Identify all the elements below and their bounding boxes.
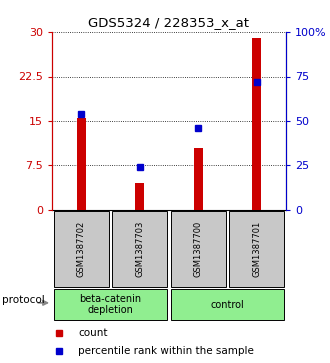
Bar <box>112 211 167 287</box>
Bar <box>194 148 203 210</box>
Text: GSM1387702: GSM1387702 <box>77 221 86 277</box>
Bar <box>135 183 144 210</box>
Bar <box>171 211 226 287</box>
Bar <box>229 211 284 287</box>
Text: beta-catenin
depletion: beta-catenin depletion <box>80 294 142 315</box>
Bar <box>252 38 261 210</box>
Title: GDS5324 / 228353_x_at: GDS5324 / 228353_x_at <box>88 16 249 29</box>
Bar <box>77 118 86 210</box>
Text: GSM1387703: GSM1387703 <box>135 221 144 277</box>
Text: count: count <box>79 328 108 338</box>
Bar <box>54 289 167 320</box>
Bar <box>54 211 109 287</box>
Text: percentile rank within the sample: percentile rank within the sample <box>79 346 254 356</box>
Text: protocol: protocol <box>2 294 45 305</box>
Text: GSM1387700: GSM1387700 <box>194 221 203 277</box>
Text: control: control <box>211 299 245 310</box>
Bar <box>171 289 284 320</box>
Text: GSM1387701: GSM1387701 <box>252 221 261 277</box>
